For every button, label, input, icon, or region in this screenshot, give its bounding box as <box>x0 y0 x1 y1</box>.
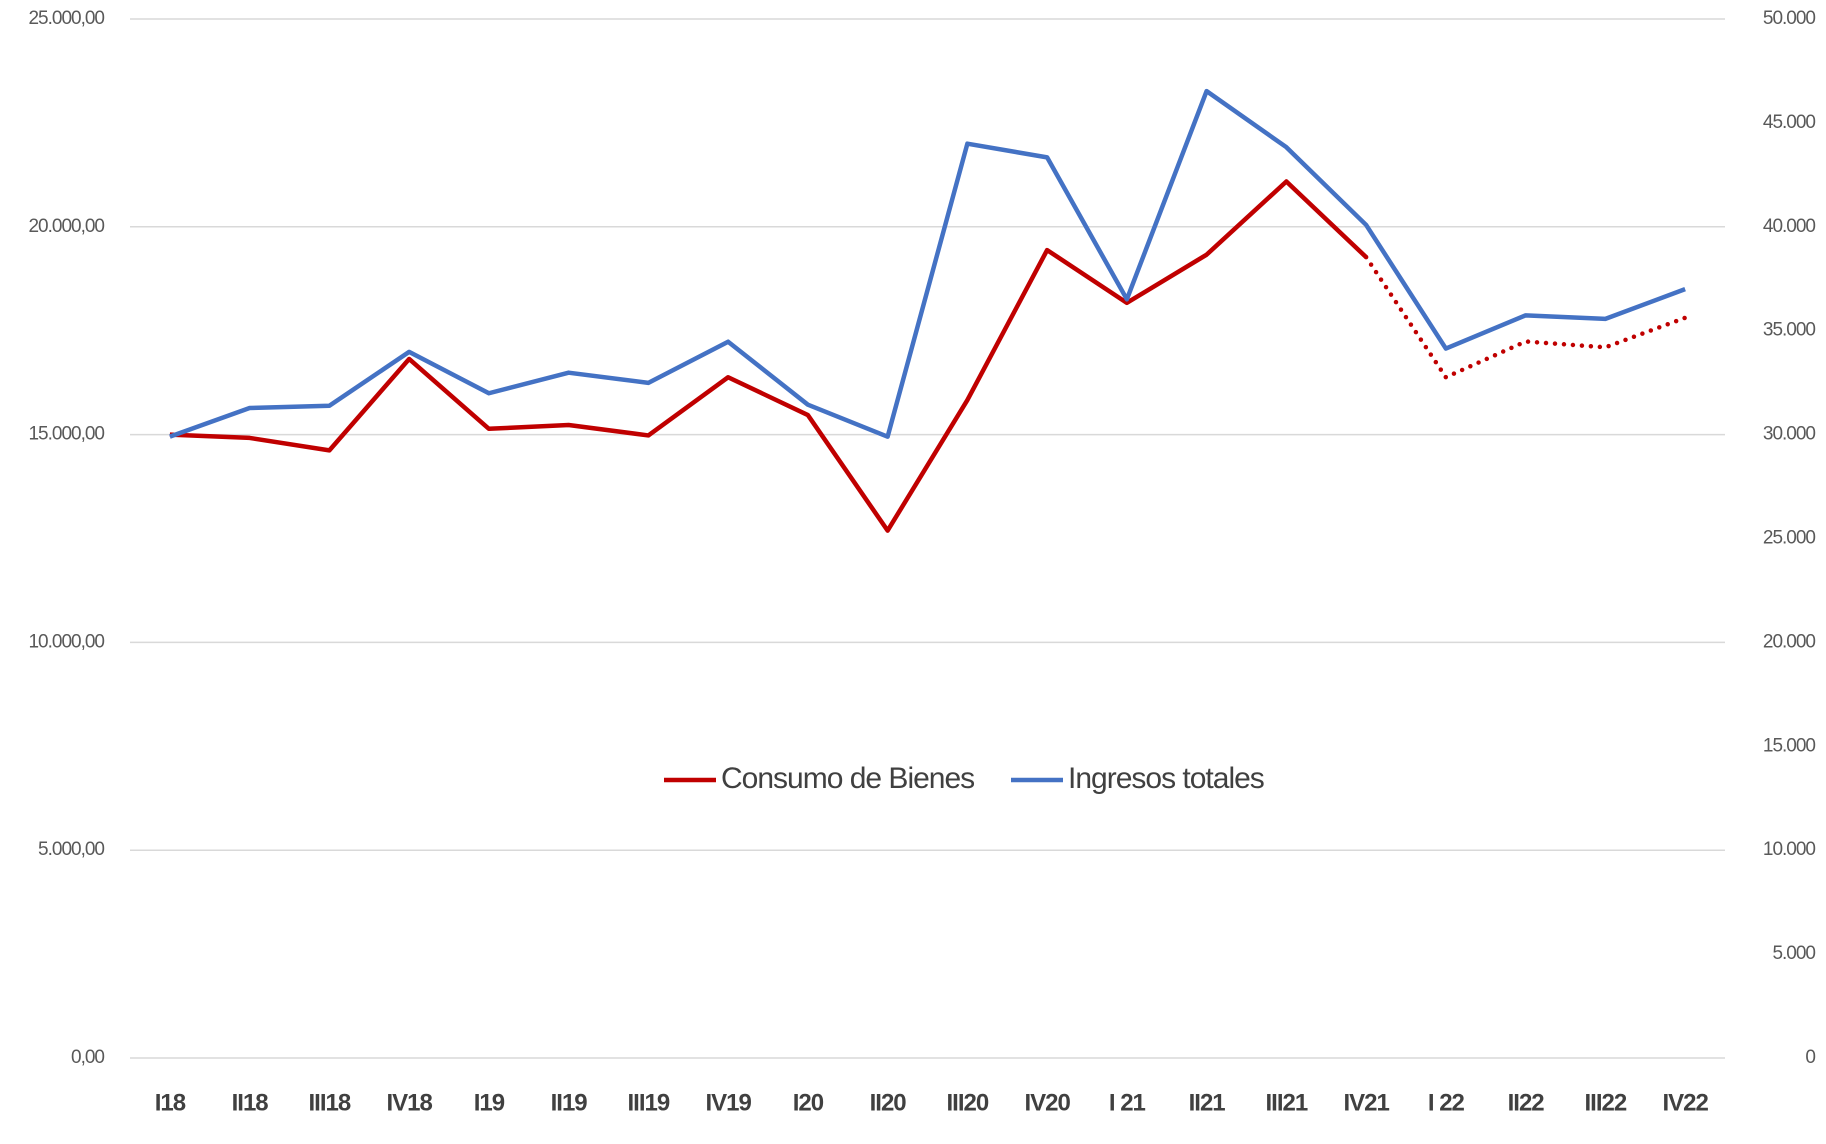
x-tick-label: II19 <box>551 1089 588 1116</box>
y2-tick-label: 35.000 <box>1763 320 1816 341</box>
y2-tick-label: 5.000 <box>1772 943 1815 964</box>
y2-tick-label: 50.000 <box>1763 8 1816 29</box>
y2-tick-label: 30.000 <box>1763 424 1816 445</box>
x-tick-label: III20 <box>947 1089 989 1116</box>
x-tick-label: II22 <box>1508 1089 1545 1116</box>
y-tick-label: 15.000,00 <box>28 424 104 445</box>
x-tick-label: III18 <box>309 1089 351 1116</box>
y2-tick-label: 20.000 <box>1763 631 1816 652</box>
x-tick-label: IV18 <box>386 1089 432 1116</box>
y2-tick-label: 15.000 <box>1763 735 1816 756</box>
x-tick-label: IV19 <box>705 1089 751 1116</box>
line-series <box>169 88 1686 439</box>
y2-tick-label: 10.000 <box>1763 839 1816 860</box>
y-tick-label: 20.000,00 <box>28 216 104 237</box>
x-tick-label: IV21 <box>1343 1089 1389 1116</box>
x-tick-label: II20 <box>870 1089 907 1116</box>
x-tick-label: I20 <box>793 1089 824 1116</box>
y2-tick-label: 0 <box>1805 1047 1815 1068</box>
line-series-dotted <box>1363 254 1688 380</box>
x-tick-label: II18 <box>232 1089 269 1116</box>
x-tick-label: IV20 <box>1024 1089 1070 1116</box>
legend-label: Consumo de Bienes <box>721 762 974 795</box>
x-tick-label: I18 <box>155 1089 186 1116</box>
line-series <box>169 179 1368 533</box>
legend-label: Ingresos totales <box>1068 762 1264 795</box>
x-tick-label: I19 <box>474 1089 505 1116</box>
y2-tick-label: 45.000 <box>1763 112 1816 133</box>
x-tick-label: II21 <box>1189 1089 1226 1116</box>
x-tick-label: I 21 <box>1109 1089 1146 1116</box>
x-tick-label: IV22 <box>1662 1089 1708 1116</box>
y2-tick-label: 25.000 <box>1763 528 1816 549</box>
y2-tick-label: 40.000 <box>1763 216 1816 237</box>
x-tick-label: III19 <box>628 1089 670 1116</box>
x-tick-label: I 22 <box>1428 1089 1465 1116</box>
y-tick-label: 0,00 <box>71 1047 104 1068</box>
x-tick-label: III22 <box>1585 1089 1627 1116</box>
y-tick-label: 5.000,00 <box>38 839 104 860</box>
x-tick-label: III21 <box>1266 1089 1308 1116</box>
y-tick-label: 10.000,00 <box>28 631 104 652</box>
y-tick-label: 25.000,00 <box>28 8 104 29</box>
